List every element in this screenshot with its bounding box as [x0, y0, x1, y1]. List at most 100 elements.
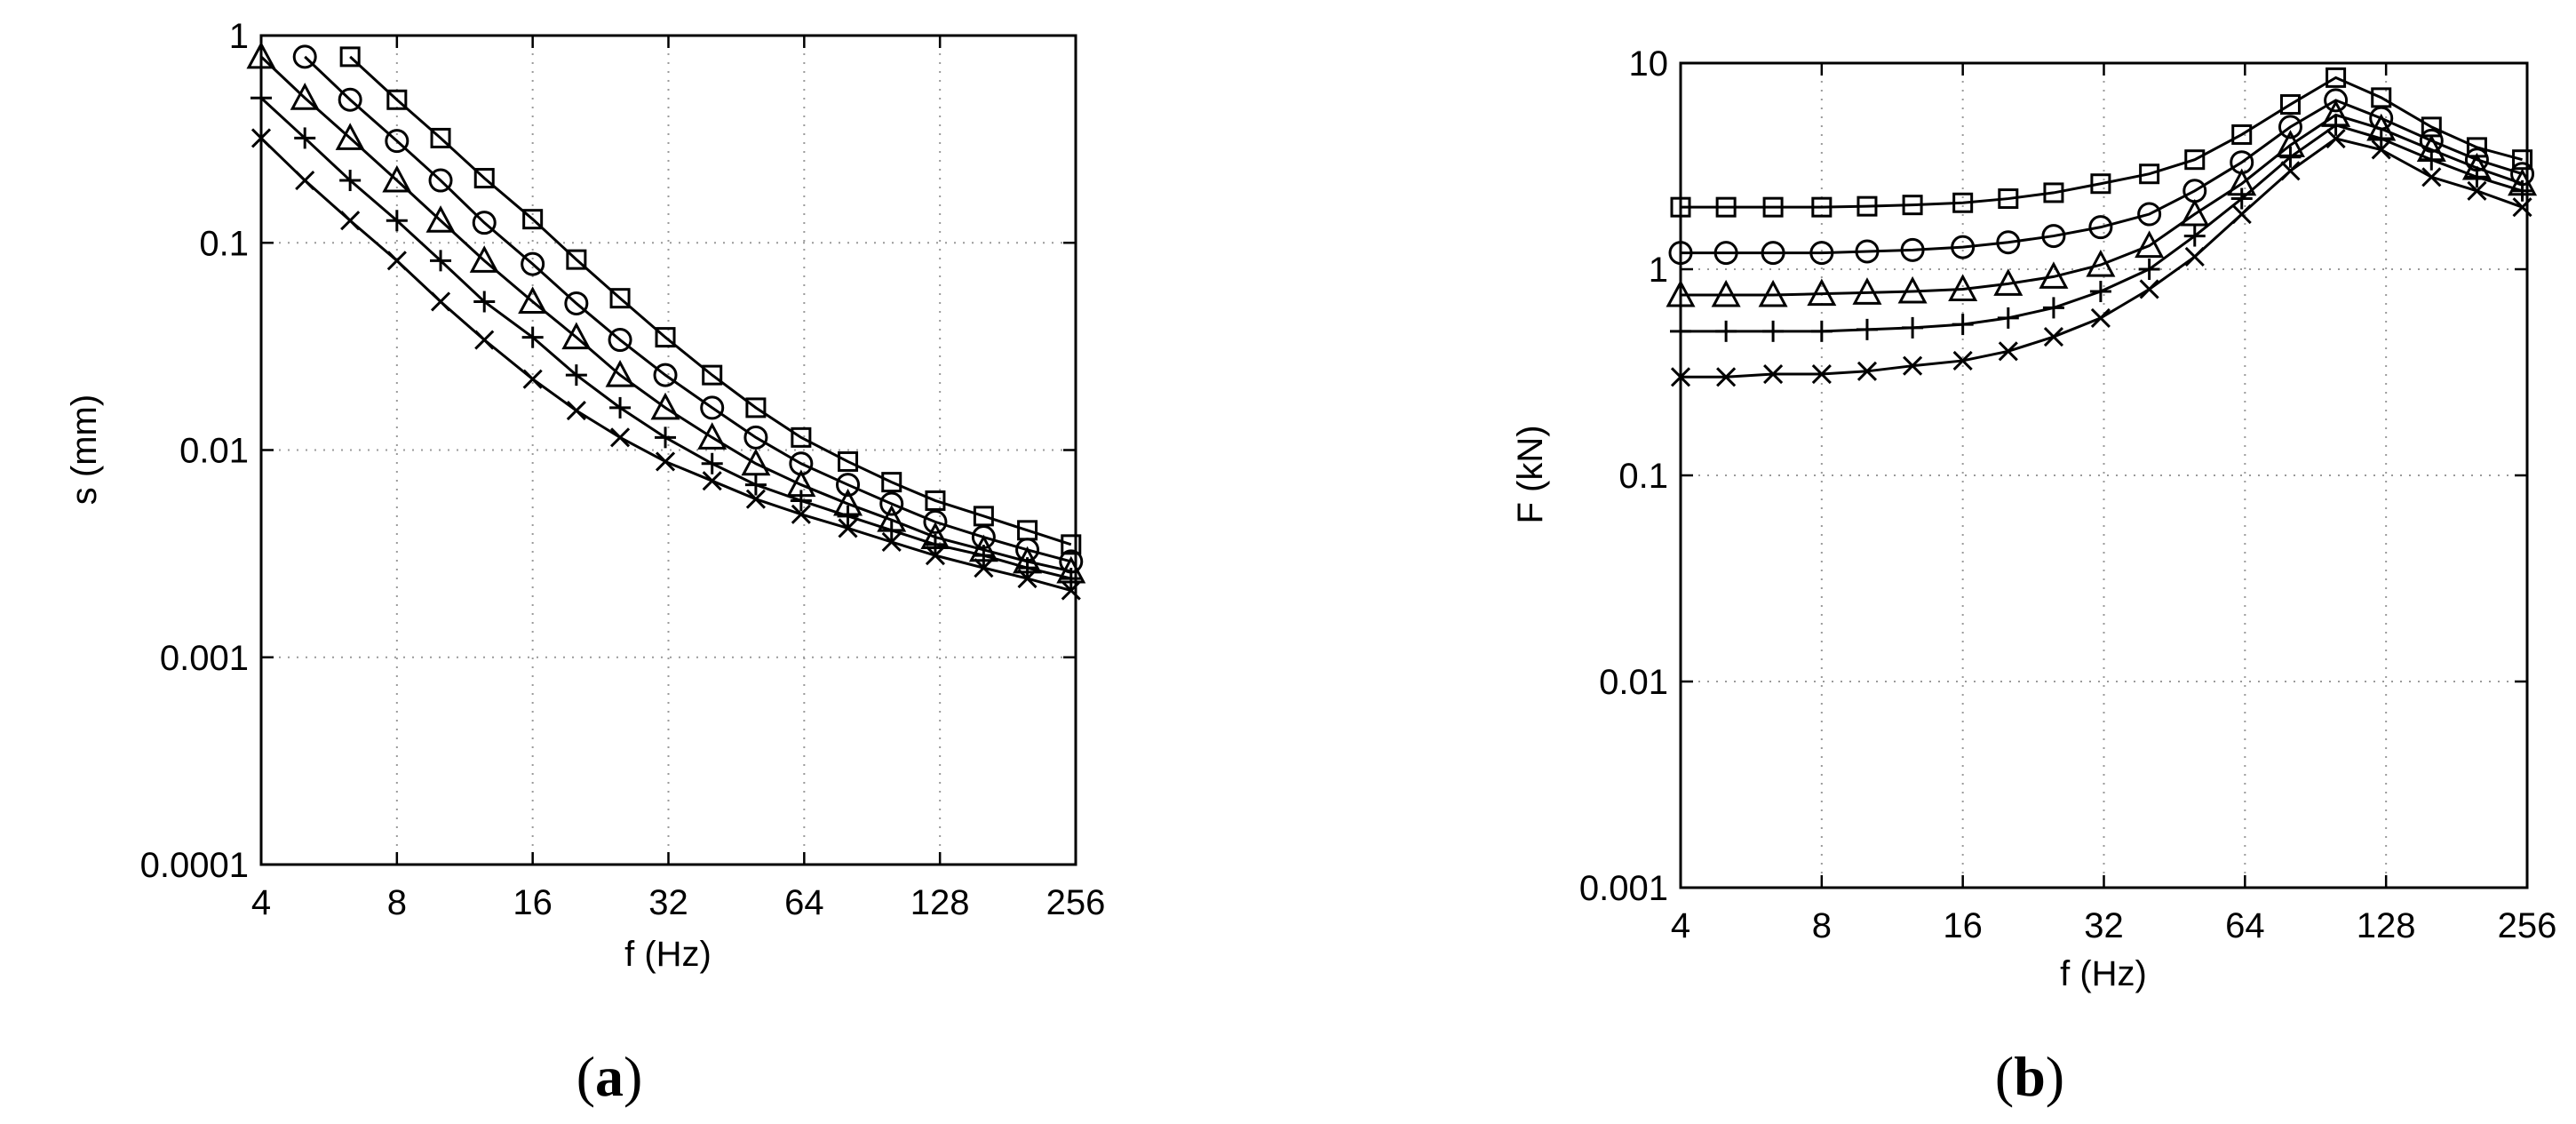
data-point-b-triangle [1711, 279, 1741, 307]
data-point-b-triangle [2180, 198, 2210, 227]
data-point-a-plus [473, 291, 496, 313]
series-line-a-square [349, 55, 1072, 546]
series-layer-b [1666, 67, 2538, 387]
data-point-b-plus [2279, 146, 2302, 168]
data-point-a-plus [744, 474, 767, 496]
data-point-a-plus [294, 127, 316, 149]
series-line-b-triangle [1681, 113, 2524, 297]
panel-label-b: (b) [1995, 1045, 2064, 1108]
data-point-b-square [1952, 192, 1974, 213]
data-point-b-square [1998, 188, 2019, 210]
data-point-a-plus [565, 364, 587, 387]
data-point-a-square [522, 209, 544, 230]
data-point-a-square [386, 89, 408, 110]
series-line-a-circle [304, 55, 1072, 563]
data-point-b-x [2421, 167, 2442, 187]
data-point-b-circle [1951, 235, 1976, 259]
data-point-b-x [1952, 350, 1973, 371]
x-tick-label-a: 64 [784, 883, 824, 922]
data-point-a-square [566, 249, 587, 270]
data-point-a-x [1017, 569, 1038, 589]
data-point-b-x [2184, 246, 2205, 267]
data-point-a-circle [385, 129, 409, 154]
data-point-b-circle [1713, 241, 1738, 266]
grid-b [1681, 63, 2527, 888]
data-point-a-square [973, 506, 994, 527]
x-axis-label-b: f (Hz) [2060, 954, 2147, 993]
data-point-a-triangle [561, 322, 592, 350]
data-point-b-square [2184, 149, 2206, 171]
data-point-a-square [1061, 534, 1082, 555]
data-point-b-square [2139, 163, 2160, 185]
data-point-a-triangle [650, 392, 680, 420]
data-point-b-circle [2278, 115, 2302, 140]
grid-a [261, 36, 1076, 865]
data-point-b-square [2279, 94, 2301, 116]
data-point-a-plus [1016, 557, 1038, 579]
panel-label-a: (a) [576, 1045, 643, 1108]
ticks-a: 4 8 16 32 64 128 256 0.0001 0.001 0.01 0.1 1 [140, 17, 1106, 922]
data-point-a-x [474, 330, 495, 350]
data-point-a-circle [879, 491, 904, 516]
data-point-a-square [791, 426, 812, 448]
data-point-b-plus [2183, 225, 2206, 247]
data-point-a-circle [700, 395, 725, 420]
x-tick-label-a: 8 [387, 883, 407, 922]
data-point-a-plus [837, 505, 859, 527]
data-point-a-x [522, 369, 543, 389]
data-point-a-x [386, 251, 407, 271]
data-point-a-x [610, 427, 631, 448]
y-tick-label-b: 0.01 [1599, 663, 1668, 702]
data-point-b-plus [2421, 148, 2443, 171]
data-point-b-triangle [2039, 261, 2069, 289]
data-point-a-plus [521, 326, 544, 348]
data-point-a-triangle [469, 245, 499, 273]
y-tick-label-b: 0.001 [1579, 869, 1668, 908]
data-point-b-triangle [1807, 278, 1837, 307]
data-point-b-x [2371, 140, 2391, 160]
data-point-b-triangle [1993, 268, 2023, 296]
y-tick-label-a: 1 [229, 17, 249, 56]
data-point-a-plus [973, 545, 995, 567]
data-point-a-x [340, 211, 361, 231]
data-point-b-plus [1810, 320, 1833, 342]
x-tick-label-b: 64 [2225, 906, 2265, 945]
data-point-b-plus [1902, 316, 1924, 339]
data-point-b-x [2467, 180, 2487, 201]
data-point-a-x [430, 291, 451, 312]
data-point-b-square [1811, 196, 1833, 218]
chart-panel-b: 4 8 16 32 64 128 256 0.001 0.01 0.1 1 10 f (Hz) F (… [1511, 44, 2556, 1108]
data-point-a-x [655, 451, 676, 472]
data-point-b-x [1856, 361, 1878, 381]
y-tick-label-a: 0.1 [199, 224, 249, 263]
data-point-b-triangle [1948, 274, 1978, 301]
data-point-a-plus [790, 490, 812, 512]
data-point-a-square [881, 472, 902, 493]
data-point-a-plus [339, 170, 362, 192]
data-point-a-x [566, 401, 586, 421]
data-point-a-circle [836, 473, 861, 498]
y-axis-label-b: F (kN) [1511, 425, 1550, 523]
data-point-b-plus [1715, 320, 1737, 342]
x-tick-label-a: 32 [648, 883, 688, 922]
x-tick-label-a: 256 [1046, 883, 1106, 922]
data-point-b-circle [1809, 241, 1834, 266]
data-point-a-x [881, 531, 902, 553]
data-point-a-circle [564, 291, 589, 315]
data-point-b-plus [2230, 187, 2253, 210]
data-point-b-triangle [1897, 275, 1928, 304]
x-tick-label-a: 16 [513, 883, 553, 922]
data-point-a-circle [292, 44, 317, 69]
y-tick-label-b: 10 [1629, 44, 1669, 84]
data-point-a-x [838, 518, 858, 538]
data-point-a-plus [1060, 568, 1082, 590]
data-point-a-square [838, 450, 859, 472]
data-point-b-x [1998, 341, 2018, 362]
data-point-b-square [1856, 195, 1878, 217]
data-point-a-circle [923, 509, 948, 534]
data-point-a-triangle [605, 359, 635, 387]
data-point-b-square [2043, 182, 2064, 203]
data-point-a-circle [428, 168, 453, 193]
data-point-b-plus [2042, 297, 2064, 319]
data-point-a-circle [743, 425, 768, 450]
